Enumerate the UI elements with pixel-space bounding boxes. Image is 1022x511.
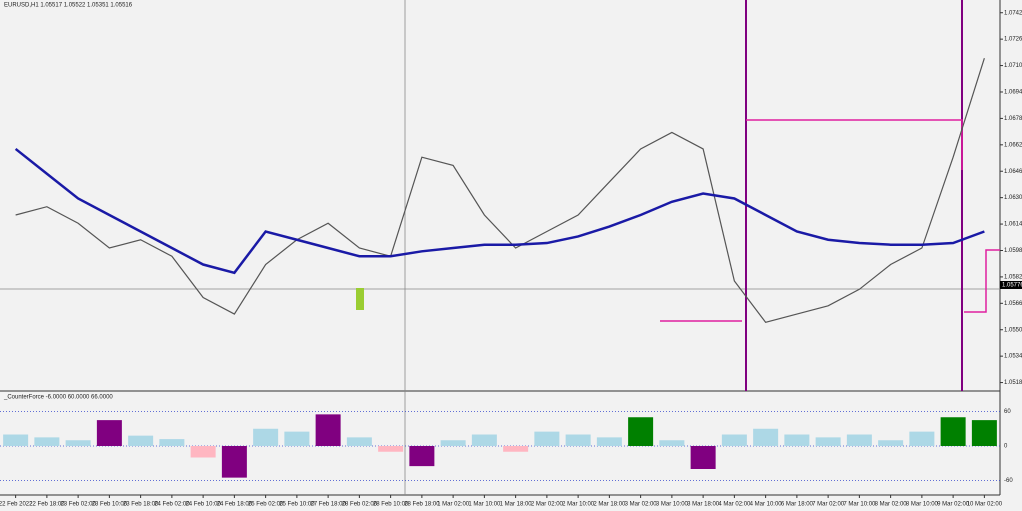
x-tick-label: 2 Mar 18:00 xyxy=(593,502,626,508)
y-tick-label: 1.06945 xyxy=(1004,90,1022,96)
histogram-bar xyxy=(846,434,872,446)
x-tick-label: 22 Feb 18:00 xyxy=(29,502,65,508)
x-tick-label: 24 Feb 02:00 xyxy=(154,502,190,508)
histogram-bar xyxy=(440,440,466,446)
y-tick-label: 1.06305 xyxy=(1004,195,1022,201)
histogram-bar xyxy=(159,439,185,446)
x-tick-label: 10 Mar 02:00 xyxy=(967,502,1003,508)
histogram-bar xyxy=(690,446,716,469)
x-tick-label: 28 Feb 18:00 xyxy=(404,502,440,508)
histogram-bar xyxy=(315,414,341,446)
x-tick-label: 25 Feb 02:00 xyxy=(248,502,284,508)
histogram-bar xyxy=(721,434,747,446)
indicator-title: _CounterForce -6.0000 60.0000 66.0000 xyxy=(3,395,113,401)
histogram-bar xyxy=(784,434,810,446)
x-tick-label: 23 Feb 10:00 xyxy=(92,502,128,508)
histogram-bar xyxy=(65,440,91,446)
x-tick-label: 4 Mar 02:00 xyxy=(718,502,751,508)
x-tick-label: 3 Mar 02:00 xyxy=(625,502,658,508)
x-tick-label: 8 Mar 02:00 xyxy=(875,502,908,508)
histogram-bar xyxy=(221,446,247,478)
price-label-box xyxy=(1000,280,1022,289)
x-tick-label: 28 Feb 10:00 xyxy=(373,502,409,508)
histogram-bar xyxy=(628,417,654,446)
histogram-bar xyxy=(565,434,591,446)
histogram-bar xyxy=(815,437,841,446)
y-tick-label: 1.05505 xyxy=(1004,327,1022,333)
histogram-bar xyxy=(3,434,29,446)
x-tick-label: 27 Feb 18:00 xyxy=(310,502,346,508)
x-tick-label: 3 Mar 18:00 xyxy=(687,502,720,508)
y-tick-label: 1.05825 xyxy=(1004,274,1022,280)
histogram-bar xyxy=(659,440,685,446)
x-tick-label: 22 Feb 2022 xyxy=(0,502,33,508)
y-tick-label: 1.05665 xyxy=(1004,301,1022,307)
moving-average xyxy=(14,147,985,275)
x-tick-label: 6 Mar 18:00 xyxy=(781,502,814,508)
histogram-bar xyxy=(378,446,404,452)
x-tick-label: 28 Feb 02:00 xyxy=(342,502,378,508)
histogram-bar xyxy=(878,440,904,446)
histogram-bar xyxy=(34,437,60,446)
histogram-bar xyxy=(534,431,560,446)
y-tick-label: 1.05985 xyxy=(1004,248,1022,254)
x-tick-label: 7 Mar 02:00 xyxy=(812,502,845,508)
x-tick-label: 2 Mar 10:00 xyxy=(562,502,595,508)
y-tick-label: 1.05185 xyxy=(1004,380,1022,386)
histogram-bar xyxy=(96,420,122,446)
x-tick-label: 4 Mar 10:00 xyxy=(750,502,783,508)
histogram-bar xyxy=(909,431,935,446)
histogram-bar xyxy=(128,435,154,446)
y-tick-label: 1.05345 xyxy=(1004,354,1022,360)
x-tick-label: 1 Mar 18:00 xyxy=(500,502,533,508)
histogram-bar xyxy=(346,437,372,446)
histogram-bar xyxy=(940,417,966,446)
histogram-bar xyxy=(284,431,310,446)
y-tick-label: 1.07105 xyxy=(1004,63,1022,69)
x-tick-label: 25 Feb 10:00 xyxy=(279,502,315,508)
price-line xyxy=(15,57,985,323)
y-tick-label: 1.06625 xyxy=(1004,142,1022,148)
level-line xyxy=(964,249,1000,313)
x-tick-label: 8 Mar 10:00 xyxy=(906,502,939,508)
y-tick-label: 1.06145 xyxy=(1004,222,1022,228)
chart-title: EURUSD,H1 1.05517 1.05522 1.05351 1.0551… xyxy=(4,3,133,9)
y-tick-label: 60 xyxy=(1004,409,1011,415)
y-tick-label: 0 xyxy=(1004,444,1008,450)
histogram-bar xyxy=(409,446,435,467)
y-tick-label: 1.06465 xyxy=(1004,169,1022,175)
histogram-bar xyxy=(971,420,997,446)
histogram-bar xyxy=(503,446,529,452)
histogram-bar xyxy=(471,434,497,446)
x-tick-label: 23 Feb 18:00 xyxy=(123,502,159,508)
y-tick-label: 1.07265 xyxy=(1004,37,1022,43)
y-tick-label: -60 xyxy=(1004,478,1013,484)
level-line xyxy=(746,119,963,170)
x-tick-label: 3 Mar 10:00 xyxy=(656,502,689,508)
x-tick-label: 1 Mar 10:00 xyxy=(468,502,501,508)
x-tick-label: 7 Mar 10:00 xyxy=(843,502,876,508)
highlight-box xyxy=(356,288,364,310)
histogram-bar xyxy=(753,428,779,446)
price-label: 1.05776 xyxy=(1002,283,1022,289)
x-tick-label: 1 Mar 02:00 xyxy=(437,502,470,508)
x-tick-label: 24 Feb 10:00 xyxy=(185,502,221,508)
x-tick-label: 23 Feb 02:00 xyxy=(60,502,96,508)
x-tick-label: 9 Mar 02:00 xyxy=(937,502,970,508)
y-tick-label: 1.07425 xyxy=(1004,10,1022,16)
histogram-bar xyxy=(190,446,216,458)
histogram-bar xyxy=(253,428,279,446)
histogram-bar xyxy=(596,437,622,446)
x-tick-label: 24 Feb 18:00 xyxy=(217,502,253,508)
x-tick-label: 2 Mar 02:00 xyxy=(531,502,564,508)
y-tick-label: 1.06785 xyxy=(1004,116,1022,122)
